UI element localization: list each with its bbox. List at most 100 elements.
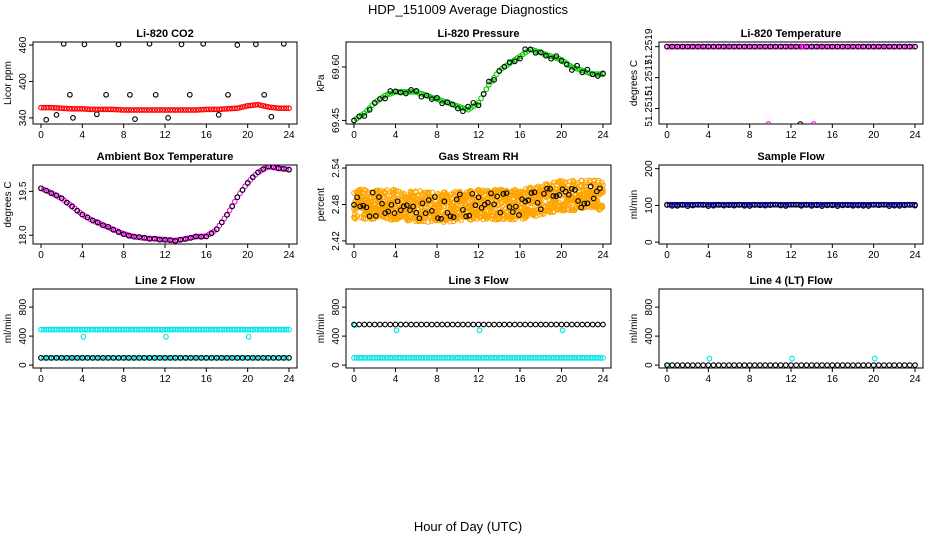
data-point [584, 200, 591, 207]
data-point [548, 355, 554, 361]
data-point [465, 355, 471, 361]
data-point [53, 105, 60, 111]
data-point [587, 355, 593, 361]
data-point [798, 202, 805, 209]
data-point [131, 107, 137, 113]
data-point [393, 327, 400, 334]
data-point [273, 326, 279, 333]
data-point [894, 43, 900, 50]
data-point [799, 43, 806, 50]
data-point [226, 355, 233, 361]
data-point [475, 102, 482, 109]
series-1 [38, 165, 292, 244]
x-tick-label: 0 [38, 250, 44, 261]
data-point [522, 321, 529, 328]
data-point [175, 326, 181, 333]
data-point [454, 321, 461, 328]
x-tick-label: 16 [827, 130, 839, 141]
data-point [110, 326, 117, 333]
x-tick-label: 20 [556, 374, 568, 385]
data-point [689, 362, 696, 368]
data-point [364, 355, 370, 361]
data-point [881, 43, 887, 50]
y-tick-label: 0 [18, 362, 29, 368]
data-point [125, 355, 132, 361]
data-point [397, 321, 404, 328]
data-point [875, 362, 882, 368]
data-point [125, 232, 132, 239]
data-point [782, 203, 789, 209]
data-point [280, 326, 287, 333]
data-point [164, 355, 171, 361]
y-tick-label: 340 [18, 109, 29, 126]
data-point [569, 185, 575, 192]
x-tick-label: 4 [393, 374, 399, 385]
data-point [511, 355, 518, 361]
y-axis-label: degrees C [3, 181, 14, 227]
data-point [751, 202, 758, 208]
data-layer [38, 42, 292, 123]
data-point [584, 355, 591, 361]
data-point [374, 187, 381, 194]
data-point [715, 362, 722, 368]
y-axis-label: kPa [316, 74, 327, 92]
data-point [475, 355, 482, 361]
data-point [449, 321, 456, 328]
data-point [829, 362, 836, 368]
series-1 [43, 42, 287, 123]
data-point [593, 188, 600, 195]
data-point [356, 321, 363, 328]
data-point [226, 105, 233, 112]
panel-title: Line 4 (LT) Flow [750, 275, 833, 287]
data-point [860, 43, 867, 50]
data-point [177, 236, 184, 243]
panel-title: Gas Stream RH [438, 151, 518, 163]
data-point [511, 58, 518, 65]
data-point [600, 355, 606, 361]
data-point [462, 355, 469, 361]
data-point [400, 203, 407, 210]
data-point [594, 355, 601, 361]
data-point [366, 213, 373, 220]
data-point [530, 355, 536, 361]
panel-title: Li-820 CO2 [136, 28, 193, 40]
data-point [465, 321, 471, 328]
data-point [511, 321, 518, 328]
data-point [255, 169, 261, 176]
data-point [777, 362, 784, 368]
data-point [765, 121, 772, 124]
data-layer [351, 46, 606, 124]
data-point [449, 101, 456, 108]
data-layer [664, 201, 918, 209]
data-point [695, 202, 701, 208]
data-point [543, 355, 549, 361]
data-point [463, 213, 469, 220]
y-tick-label: 460 [18, 36, 29, 53]
data-point [115, 355, 122, 361]
data-point [491, 201, 497, 208]
panel-6: Sample Flow 0 4 8 12 16 20 24 0 100 200 ml/min [629, 151, 924, 261]
data-point [418, 321, 425, 328]
data-point [829, 43, 836, 50]
data-point [475, 194, 482, 201]
data-point [532, 49, 539, 56]
x-tick-label: 4 [393, 250, 399, 261]
data-point [736, 362, 743, 368]
data-point [574, 321, 580, 328]
data-point [793, 362, 800, 368]
series-2 [351, 183, 603, 222]
data-point [363, 204, 370, 211]
data-point [557, 178, 563, 184]
series-3 [38, 355, 292, 361]
data-point [377, 355, 383, 361]
data-point [875, 43, 882, 50]
data-point [541, 210, 547, 217]
data-point [454, 105, 461, 112]
x-tick-label: 8 [434, 374, 440, 385]
data-point [203, 355, 210, 361]
data-point [366, 321, 373, 328]
data-point [816, 43, 823, 50]
data-point [456, 191, 463, 198]
data-point [500, 191, 507, 197]
data-point [881, 362, 887, 368]
